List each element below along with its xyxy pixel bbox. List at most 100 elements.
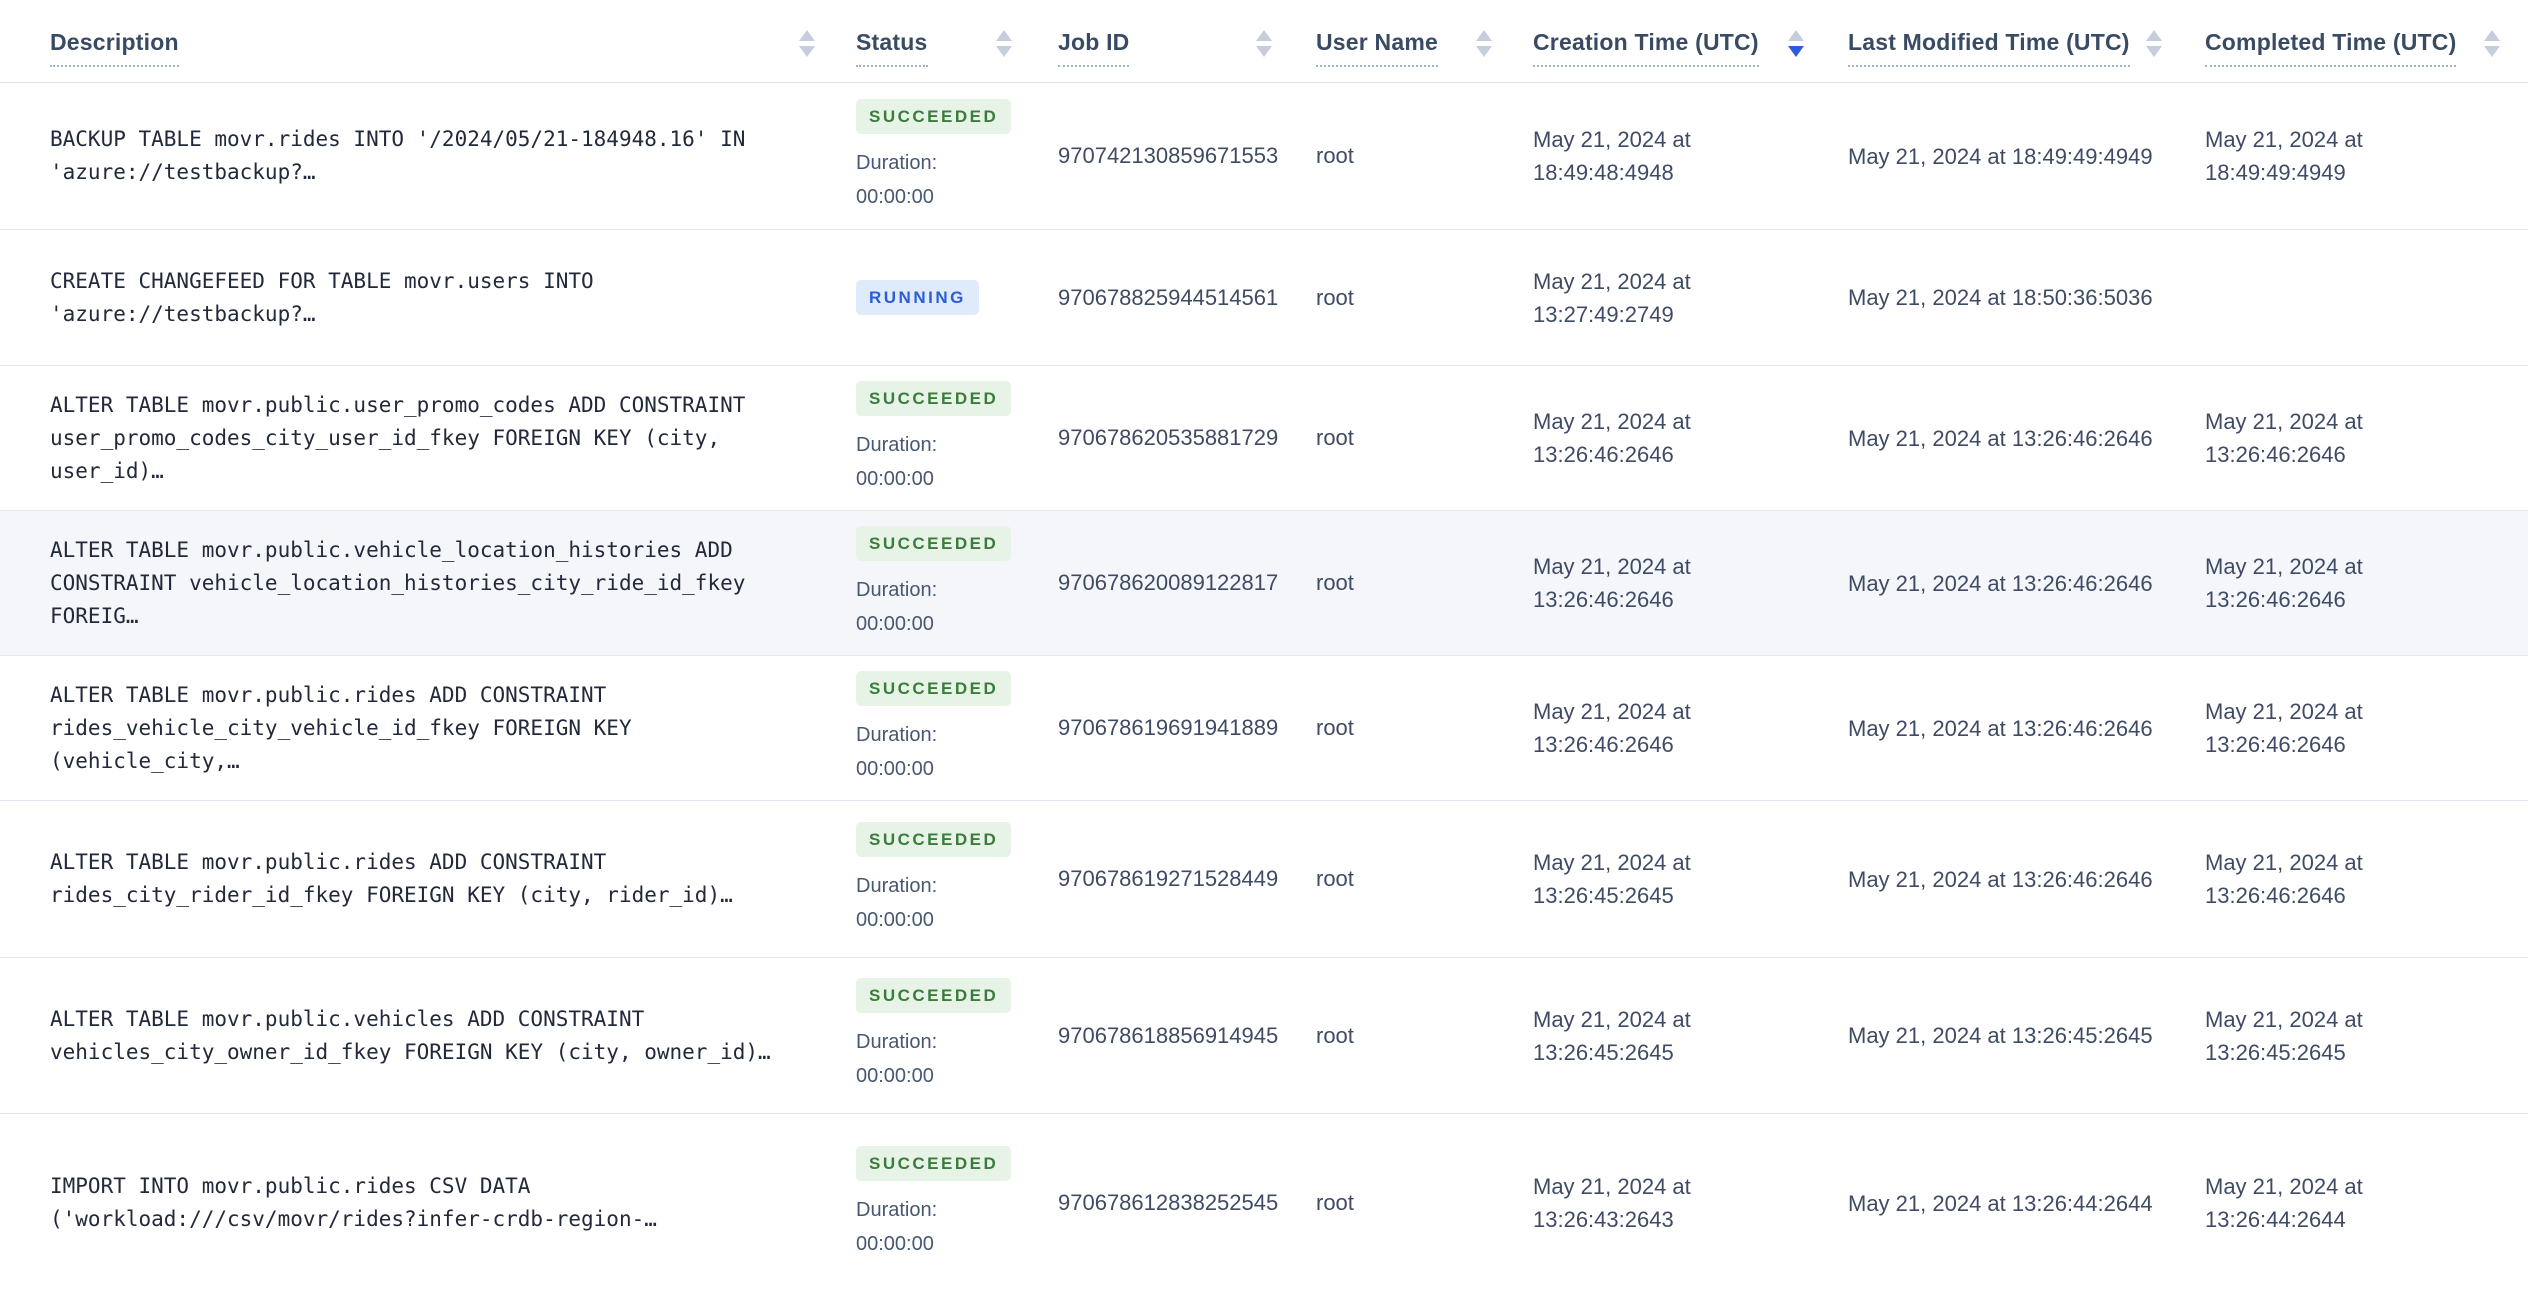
sort-icon-active[interactable] xyxy=(1788,29,1804,57)
sort-icon[interactable] xyxy=(1256,29,1272,57)
creation-time-cell: May 21, 2024 at 13:26:46:2646 xyxy=(1520,397,1840,479)
duration-block: Duration: 00:00:00 xyxy=(856,1193,1040,1261)
job-id-value: 970678620089122817 xyxy=(1058,570,1279,595)
creation-time-cell: May 21, 2024 at 13:27:49:2749 xyxy=(1520,257,1840,339)
status-cell: SUCCEEDED Duration: 00:00:00 xyxy=(830,373,1040,504)
description-cell[interactable]: CREATE CHANGEFEED FOR TABLE movr.users I… xyxy=(0,257,830,339)
column-header-last-modified-time[interactable]: Last Modified Time (UTC) xyxy=(1840,0,2190,82)
last-modified-time-value: May 21, 2024 at 13:26:45:2645 xyxy=(1848,1023,2153,1048)
column-label-status[interactable]: Status xyxy=(856,29,928,67)
creation-time-value: May 21, 2024 at 18:49:48:4948 xyxy=(1533,127,1691,185)
creation-time-value: May 21, 2024 at 13:27:49:2749 xyxy=(1533,268,1691,327)
user-name-cell: root xyxy=(1300,1182,1520,1224)
completed-time-value: May 21, 2024 at 13:26:46:2646 xyxy=(2205,409,2363,467)
column-header-job-id[interactable]: Job ID xyxy=(1040,0,1300,82)
status-cell: SUCCEEDED Duration: 00:00:00 xyxy=(830,91,1040,222)
table-row[interactable]: ALTER TABLE movr.public.rides ADD CONSTR… xyxy=(0,656,2528,801)
sort-up-arrow-icon xyxy=(2484,29,2500,41)
description-cell[interactable]: BACKUP TABLE movr.rides INTO '/2024/05/2… xyxy=(0,115,830,197)
completed-time-value: May 21, 2024 at 13:26:45:2645 xyxy=(2205,1006,2363,1065)
job-id-value: 970678620535881729 xyxy=(1058,425,1279,450)
creation-time-cell: May 21, 2024 at 13:26:45:2645 xyxy=(1520,838,1840,920)
sort-up-arrow-icon xyxy=(996,29,1012,41)
last-modified-time-cell: May 21, 2024 at 13:26:46:2646 xyxy=(1840,414,2190,463)
completed-time-cell: May 21, 2024 at 13:26:46:2646 xyxy=(2190,687,2528,769)
sort-down-arrow-icon xyxy=(996,45,1012,57)
last-modified-time-cell: May 21, 2024 at 13:26:46:2646 xyxy=(1840,559,2190,608)
job-description: CREATE CHANGEFEED FOR TABLE movr.users I… xyxy=(50,268,594,326)
table-row[interactable]: ALTER TABLE movr.public.user_promo_codes… xyxy=(0,366,2528,511)
column-label-user-name[interactable]: User Name xyxy=(1316,29,1438,67)
user-name-value: root xyxy=(1316,570,1354,595)
job-id-cell: 970678619271528449 xyxy=(1040,858,1300,900)
sort-up-arrow-icon xyxy=(1256,29,1272,41)
column-header-creation-time[interactable]: Creation Time (UTC) xyxy=(1520,0,1840,82)
sort-up-arrow-icon xyxy=(2146,29,2162,41)
last-modified-time-cell: May 21, 2024 at 18:50:36:5036 xyxy=(1840,273,2190,322)
user-name-value: root xyxy=(1316,143,1354,168)
job-id-cell: 970678619691941889 xyxy=(1040,707,1300,749)
column-label-last-modified-time[interactable]: Last Modified Time (UTC) xyxy=(1848,29,2130,67)
last-modified-time-value: May 21, 2024 at 13:26:46:2646 xyxy=(1848,425,2153,451)
duration-value: 00:00:00 xyxy=(856,185,934,208)
completed-time-cell: May 21, 2024 at 13:26:44:2644 xyxy=(2190,1162,2528,1244)
sort-icon[interactable] xyxy=(2146,29,2162,57)
column-header-description[interactable]: Description xyxy=(0,0,830,82)
job-id-value: 970678619691941889 xyxy=(1058,715,1279,740)
job-description: ALTER TABLE movr.public.vehicles ADD CON… xyxy=(50,1006,771,1064)
table-row[interactable]: ALTER TABLE movr.public.vehicle_location… xyxy=(0,511,2528,656)
creation-time-value: May 21, 2024 at 13:26:46:2646 xyxy=(1533,699,1691,757)
job-id-value: 970678618856914945 xyxy=(1058,1022,1279,1048)
creation-time-cell: May 21, 2024 at 18:49:48:4948 xyxy=(1520,115,1840,197)
last-modified-time-value: May 21, 2024 at 18:49:49:4949 xyxy=(1848,143,2153,169)
user-name-value: root xyxy=(1316,866,1354,891)
column-header-user-name[interactable]: User Name xyxy=(1300,0,1520,82)
column-label-job-id[interactable]: Job ID xyxy=(1058,29,1130,67)
column-header-status[interactable]: Status xyxy=(830,0,1040,82)
completed-time-cell: May 21, 2024 at 18:49:49:4949 xyxy=(2190,115,2528,197)
sort-icon[interactable] xyxy=(2484,29,2500,57)
table-row[interactable]: IMPORT INTO movr.public.rides CSV DATA (… xyxy=(0,1114,2528,1292)
duration-value: 00:00:00 xyxy=(856,908,934,931)
job-id-value: 970678825944514561 xyxy=(1058,284,1279,310)
table-row[interactable]: ALTER TABLE movr.public.vehicles ADD CON… xyxy=(0,958,2528,1114)
user-name-cell: root xyxy=(1300,1015,1520,1057)
job-id-cell: 970678825944514561 xyxy=(1040,277,1300,319)
description-cell[interactable]: ALTER TABLE movr.public.rides ADD CONSTR… xyxy=(0,671,830,786)
sort-down-arrow-icon xyxy=(799,45,815,57)
completed-time-value: May 21, 2024 at 18:49:49:4949 xyxy=(2205,127,2363,185)
column-label-description[interactable]: Description xyxy=(50,29,179,67)
last-modified-time-cell: May 21, 2024 at 13:26:44:2644 xyxy=(1840,1179,2190,1228)
sort-icon[interactable] xyxy=(799,29,815,57)
duration-value: 00:00:00 xyxy=(856,757,934,780)
creation-time-cell: May 21, 2024 at 13:26:46:2646 xyxy=(1520,542,1840,624)
last-modified-time-cell: May 21, 2024 at 13:26:46:2646 xyxy=(1840,855,2190,904)
status-cell: SUCCEEDED Duration: 00:00:00 xyxy=(830,970,1040,1101)
table-row[interactable]: ALTER TABLE movr.public.rides ADD CONSTR… xyxy=(0,801,2528,958)
table-row[interactable]: BACKUP TABLE movr.rides INTO '/2024/05/2… xyxy=(0,83,2528,230)
description-cell[interactable]: ALTER TABLE movr.public.user_promo_codes… xyxy=(0,381,830,496)
user-name-cell: root xyxy=(1300,562,1520,604)
user-name-cell: root xyxy=(1300,417,1520,459)
completed-time-value: May 21, 2024 at 13:26:46:2646 xyxy=(2205,850,2363,908)
column-label-creation-time[interactable]: Creation Time (UTC) xyxy=(1533,29,1759,67)
job-description: ALTER TABLE movr.public.vehicle_location… xyxy=(50,537,746,628)
duration-block: Duration: 00:00:00 xyxy=(856,718,1040,786)
table-row[interactable]: CREATE CHANGEFEED FOR TABLE movr.users I… xyxy=(0,230,2528,366)
completed-time-cell: May 21, 2024 at 13:26:46:2646 xyxy=(2190,838,2528,920)
sort-icon[interactable] xyxy=(996,29,1012,57)
description-cell[interactable]: ALTER TABLE movr.public.vehicle_location… xyxy=(0,526,830,641)
last-modified-time-cell: May 21, 2024 at 18:49:49:4949 xyxy=(1840,132,2190,181)
last-modified-time-cell: May 21, 2024 at 13:26:46:2646 xyxy=(1840,704,2190,753)
status-cell: SUCCEEDED Duration: 00:00:00 xyxy=(830,518,1040,649)
job-description: ALTER TABLE movr.public.rides ADD CONSTR… xyxy=(50,850,733,907)
status-badge: SUCCEEDED xyxy=(856,525,1012,561)
creation-time-cell: May 21, 2024 at 13:26:46:2646 xyxy=(1520,687,1840,769)
description-cell[interactable]: IMPORT INTO movr.public.rides CSV DATA (… xyxy=(0,1162,830,1244)
description-cell[interactable]: ALTER TABLE movr.public.vehicles ADD CON… xyxy=(0,995,830,1077)
column-header-completed-time[interactable]: Completed Time (UTC) xyxy=(2190,0,2528,82)
sort-icon[interactable] xyxy=(1476,29,1492,57)
description-cell[interactable]: ALTER TABLE movr.public.rides ADD CONSTR… xyxy=(0,838,830,920)
last-modified-time-value: May 21, 2024 at 13:26:46:2646 xyxy=(1848,715,2153,741)
column-label-completed-time[interactable]: Completed Time (UTC) xyxy=(2205,29,2457,67)
